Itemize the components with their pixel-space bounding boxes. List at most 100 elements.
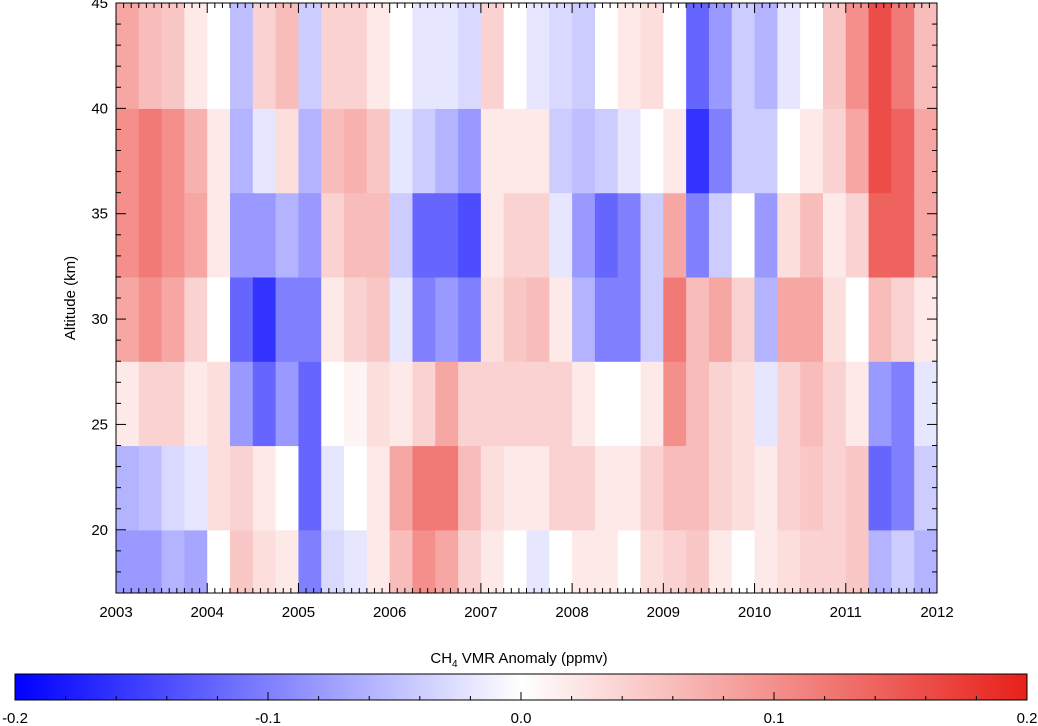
heatmap-cell <box>754 529 778 593</box>
heatmap-cell <box>230 445 254 531</box>
heatmap-cell <box>800 276 824 362</box>
heatmap-cell <box>617 108 642 194</box>
heatmap-cell <box>526 361 550 447</box>
heatmap-cell <box>708 3 733 109</box>
heatmap-cell <box>822 108 847 194</box>
heatmap-cell <box>138 529 163 593</box>
heatmap-cell <box>435 445 459 531</box>
colorbar-title-rest: VMR Anomaly (ppmv) <box>458 650 608 667</box>
heatmap-cell <box>845 445 870 531</box>
heatmap-cell <box>161 276 186 362</box>
heatmap-cell <box>640 276 664 362</box>
heatmap-cell <box>275 445 300 531</box>
heatmap-cell <box>594 276 619 362</box>
heatmap-cell <box>708 276 733 362</box>
heatmap-cell <box>275 192 300 278</box>
heatmap-cell <box>914 445 937 531</box>
heatmap-cell <box>435 192 459 278</box>
heatmap-cell <box>663 108 687 194</box>
heatmap-cell <box>549 445 573 531</box>
x-tick-label: 2004 <box>191 604 224 621</box>
heatmap-cell <box>503 276 528 362</box>
heatmap-cell <box>868 529 892 593</box>
heatmap-cell <box>298 276 322 362</box>
heatmap-cell <box>594 445 619 531</box>
heatmap-cell <box>800 108 824 194</box>
heatmap-cell <box>366 3 391 109</box>
heatmap-cell <box>731 445 756 531</box>
heatmap-cell <box>914 529 937 593</box>
heatmap-cell <box>230 192 254 278</box>
heatmap-cell <box>549 276 573 362</box>
heatmap-cell <box>914 108 937 194</box>
heatmap-cell <box>594 3 619 109</box>
heatmap-cell <box>412 3 436 109</box>
colorbar-title-sub: 4 <box>452 659 458 670</box>
heatmap-cell <box>617 529 642 593</box>
heatmap-cell <box>822 445 847 531</box>
heatmap-cell <box>594 108 619 194</box>
heatmap-cell <box>891 361 915 447</box>
heatmap-cell <box>731 3 756 109</box>
heatmap-cell <box>321 276 345 362</box>
heatmap-cell <box>594 361 619 447</box>
heatmap-cell <box>116 3 140 109</box>
x-tick-label: 2008 <box>555 604 588 621</box>
heatmap-cell <box>868 108 892 194</box>
x-tick-label: 2005 <box>282 604 315 621</box>
heatmap-cell <box>435 108 459 194</box>
y-tick-label: 45 <box>91 0 108 12</box>
heatmap-cell <box>731 276 756 362</box>
heatmap-cell <box>458 276 482 362</box>
heatmap-cell <box>708 192 733 278</box>
heatmap-cell <box>275 3 300 109</box>
colorbar-tick-label: 0.0 <box>511 710 532 726</box>
heatmap-cell <box>344 108 368 194</box>
heatmap-cell <box>777 108 801 194</box>
heatmap-cell <box>138 445 163 531</box>
heatmap-cell <box>708 361 733 447</box>
heatmap-cell <box>230 276 254 362</box>
heatmap-cell <box>366 445 391 531</box>
heatmap-cell <box>503 361 528 447</box>
x-tick-label: 2012 <box>920 604 953 621</box>
heatmap-cell <box>731 108 756 194</box>
heatmap-cell <box>845 192 870 278</box>
heatmap-cell <box>822 192 847 278</box>
colorbar-title: CH4 VMR Anomaly (ppmv) <box>430 650 607 670</box>
heatmap-cell <box>777 529 801 593</box>
heatmap-cell <box>686 108 710 194</box>
heatmap-cell <box>275 361 300 447</box>
x-tick-label: 2007 <box>464 604 497 621</box>
heatmap-cell <box>116 108 140 194</box>
heatmap-cell <box>822 276 847 362</box>
heatmap-cell <box>914 276 937 362</box>
heatmap-cell <box>549 529 573 593</box>
heatmap-cell <box>252 445 277 531</box>
heatmap-cell <box>184 361 208 447</box>
heatmap-cell <box>868 361 892 447</box>
heatmap-cell <box>480 445 505 531</box>
heatmap-cell <box>868 3 892 109</box>
heatmap-cell <box>503 108 528 194</box>
heatmap-cell <box>686 445 710 531</box>
heatmap-cell <box>777 3 801 109</box>
y-tick-label: 35 <box>91 206 108 223</box>
heatmap-cell <box>480 529 505 593</box>
heatmap-cell <box>207 445 231 531</box>
heatmap-cell <box>640 192 664 278</box>
heatmap-cell <box>321 361 345 447</box>
heatmap-cell <box>800 192 824 278</box>
heatmap-cell <box>161 108 186 194</box>
heatmap-cell <box>412 529 436 593</box>
heatmap-cell <box>754 108 778 194</box>
heatmap-cell <box>298 529 322 593</box>
heatmap-cell <box>891 3 915 109</box>
x-tick-label: 2006 <box>373 604 406 621</box>
heatmap-cell <box>184 445 208 531</box>
heatmap-cell <box>549 108 573 194</box>
heatmap-cell <box>184 276 208 362</box>
heatmap-cell <box>321 108 345 194</box>
heatmap-cell <box>868 276 892 362</box>
